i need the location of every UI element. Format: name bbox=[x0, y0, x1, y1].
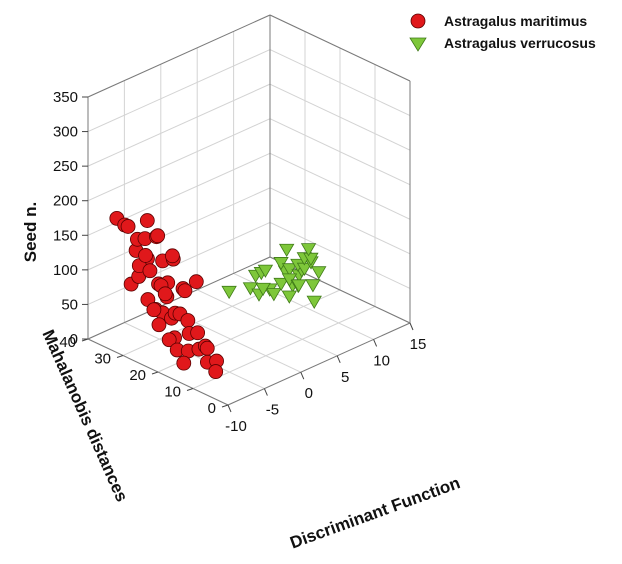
legend: Astragalus maritimus Astragalus verrucos… bbox=[409, 13, 596, 52]
data-point-verrucosus bbox=[305, 279, 321, 293]
data-point-maritimus bbox=[190, 325, 206, 341]
data-point-maritimus bbox=[146, 302, 162, 318]
data-point-verrucosus bbox=[266, 288, 282, 302]
z-tick-label: 250 bbox=[53, 158, 78, 175]
data-point-maritimus bbox=[151, 317, 167, 333]
grid-line-side-z bbox=[269, 83, 411, 151]
data-point-maritimus bbox=[138, 248, 153, 263]
x-axis-title: Discriminant Function bbox=[288, 473, 463, 552]
data-point-verrucosus bbox=[303, 252, 319, 266]
x-tick-mark bbox=[336, 355, 341, 363]
x-tick-label: -5 bbox=[266, 402, 279, 419]
grid-line-side-z bbox=[269, 152, 411, 220]
data-point-maritimus bbox=[176, 355, 192, 371]
data-point-verrucosus bbox=[221, 285, 237, 300]
frame-edge bbox=[87, 14, 271, 98]
data-point-verrucosus bbox=[281, 290, 298, 304]
data-point-maritimus bbox=[142, 263, 158, 279]
z-tick-label: 100 bbox=[53, 262, 78, 279]
grid-line-side-z bbox=[269, 49, 411, 117]
grid-line-back-z bbox=[87, 49, 271, 133]
y-tick-mark bbox=[81, 338, 89, 342]
points-layer bbox=[109, 210, 327, 379]
data-point-verrucosus bbox=[291, 279, 307, 293]
z-tick-label: 150 bbox=[53, 227, 78, 244]
frame-edge bbox=[269, 14, 411, 82]
x-tick-label: 10 bbox=[373, 352, 390, 369]
y-tick-label: 20 bbox=[129, 367, 146, 384]
data-point-verrucosus bbox=[306, 295, 322, 309]
data-point-maritimus bbox=[180, 313, 196, 328]
ticks-layer: 0 50 100 150 200 250 300 350 0 10 20 30 40 -10 -5 0 5 10 1… bbox=[53, 89, 426, 435]
z-axis-title: Seed n. bbox=[21, 202, 40, 262]
data-point-maritimus bbox=[177, 283, 193, 299]
grid-line-side-z bbox=[269, 187, 411, 255]
y-tick-label: 10 bbox=[164, 384, 181, 401]
y-tick-mark bbox=[186, 388, 194, 391]
y-tick-mark bbox=[116, 355, 124, 358]
frame-edge bbox=[87, 256, 271, 340]
frame-layer bbox=[87, 14, 411, 406]
data-point-verrucosus bbox=[300, 243, 317, 257]
legend-label-maritimus: Astragalus maritimus bbox=[444, 13, 587, 29]
x-tick-mark bbox=[373, 339, 378, 347]
x-tick-label: 0 bbox=[305, 385, 313, 402]
grid-line-side-z bbox=[269, 221, 411, 289]
data-point-verrucosus bbox=[311, 266, 327, 280]
grid-line-back-z bbox=[87, 83, 271, 167]
z-tick-label: 0 bbox=[70, 331, 78, 348]
data-point-maritimus bbox=[188, 274, 204, 290]
data-point-maritimus bbox=[150, 228, 166, 244]
data-point-maritimus bbox=[139, 213, 155, 228]
data-point-verrucosus bbox=[278, 243, 295, 258]
data-point-maritimus bbox=[208, 364, 224, 379]
y-tick-mark bbox=[151, 371, 159, 375]
legend-marker-maritimus bbox=[410, 13, 426, 29]
z-tick-label: 350 bbox=[53, 89, 78, 106]
data-point-maritimus bbox=[164, 248, 180, 264]
x-tick-mark bbox=[263, 388, 268, 396]
x-tick-label: 15 bbox=[410, 336, 427, 353]
grid-line-back-z bbox=[87, 118, 271, 202]
data-point-maritimus bbox=[161, 332, 177, 348]
z-tick-label: 300 bbox=[53, 124, 78, 141]
grid-line-side-z bbox=[269, 118, 411, 186]
data-point-maritimus bbox=[157, 286, 173, 302]
x-tick-mark bbox=[300, 372, 305, 380]
data-point-maritimus bbox=[120, 219, 136, 234]
x-tick-label: -10 bbox=[225, 418, 247, 435]
data-point-verrucosus bbox=[273, 277, 289, 292]
y-tick-label: 40 bbox=[59, 334, 76, 351]
z-tick-label: 50 bbox=[61, 296, 78, 313]
legend-marker-verrucosus bbox=[409, 37, 427, 52]
x-tick-mark bbox=[409, 322, 414, 331]
data-point-verrucosus bbox=[255, 282, 271, 297]
frame-edge bbox=[227, 322, 411, 406]
y-tick-mark bbox=[221, 404, 229, 408]
z-tick-label: 200 bbox=[53, 193, 78, 210]
grid-line-floor-y bbox=[192, 306, 376, 389]
legend-label-verrucosus: Astragalus verrucosus bbox=[444, 35, 596, 51]
y-tick-label: 30 bbox=[94, 351, 111, 368]
data-point-maritimus bbox=[199, 340, 215, 356]
x-tick-label: 5 bbox=[341, 369, 349, 386]
grid-layer bbox=[87, 14, 411, 406]
data-point-verrucosus bbox=[257, 264, 274, 278]
y-axis-title: Mahalanobis distances bbox=[38, 327, 131, 505]
x-tick-mark bbox=[227, 404, 232, 413]
y-tick-label: 0 bbox=[208, 400, 216, 417]
grid-line-back-z bbox=[87, 187, 271, 271]
